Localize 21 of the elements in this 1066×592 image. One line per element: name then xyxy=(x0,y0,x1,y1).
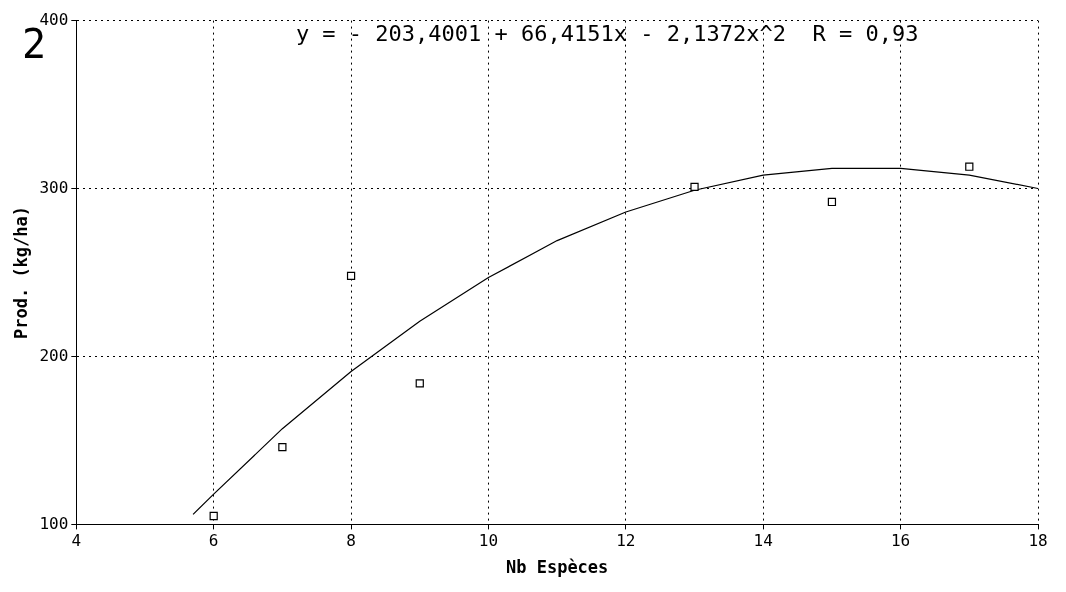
point xyxy=(415,379,424,388)
point xyxy=(965,162,974,171)
x-tick-label: 18 xyxy=(1028,531,1048,551)
x-axis-title: Nb Espèces xyxy=(505,557,609,578)
point xyxy=(690,182,699,191)
point xyxy=(278,443,287,452)
x-tick-label: 8 xyxy=(346,531,356,551)
x-tick-label: 16 xyxy=(890,531,911,551)
y-tick-label: 200 xyxy=(39,345,69,365)
x-tick-label: 6 xyxy=(208,531,219,551)
point xyxy=(346,271,356,280)
x-tick-label: 14 xyxy=(753,531,773,551)
y-tick-label: 300 xyxy=(39,177,69,197)
annotation: y = - 203,4001 + 66,4151x - 2,1372x^2 R = 0,93 xyxy=(295,21,919,47)
y-tick-label: 100 xyxy=(39,513,69,533)
point xyxy=(209,511,218,521)
x-tick-label: 4 xyxy=(71,531,82,551)
y-axis-title: Prod. (kg/ha) xyxy=(10,205,31,340)
x-tick-label: 12 xyxy=(616,531,636,551)
point xyxy=(827,197,837,207)
x-tick-label: 10 xyxy=(478,531,499,551)
